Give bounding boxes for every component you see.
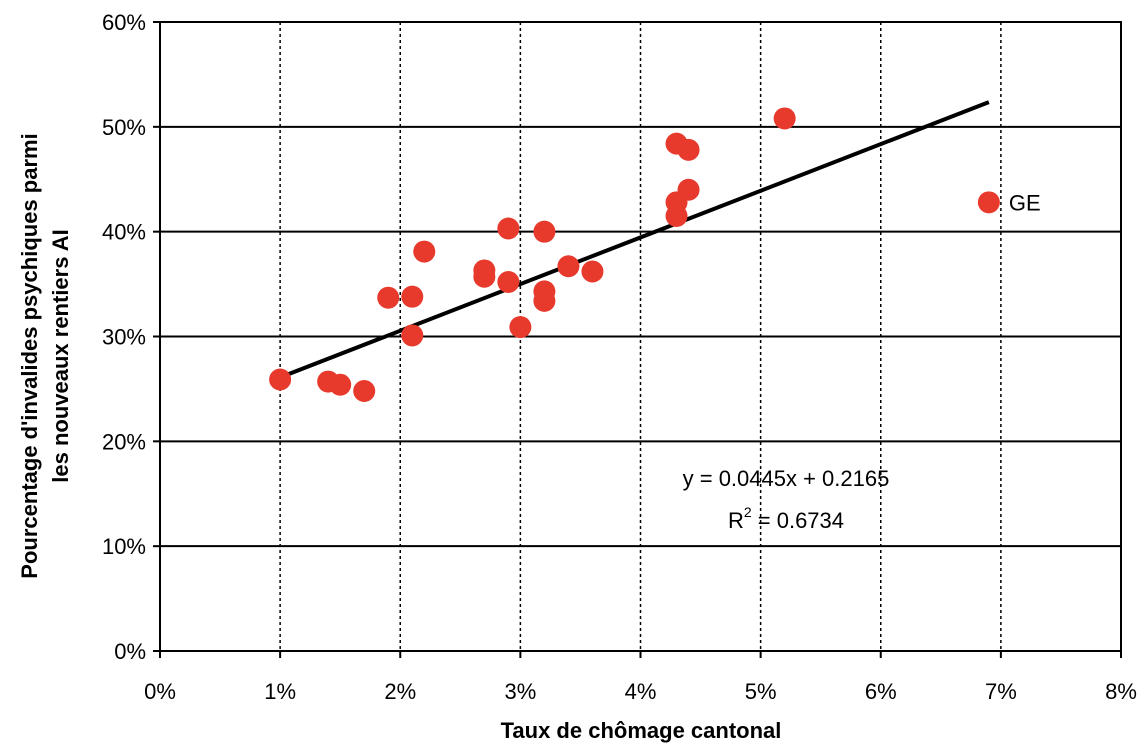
data-point (473, 265, 496, 288)
x-tick-label: 1% (264, 679, 296, 704)
data-point (353, 380, 376, 403)
data-point (377, 286, 400, 309)
trendline-layer (279, 100, 990, 380)
x-tick-label: 8% (1105, 679, 1137, 704)
data-point (977, 191, 1000, 214)
x-tick-label: 3% (504, 679, 536, 704)
data-point (329, 373, 352, 396)
y-tick-label: 10% (102, 534, 146, 559)
x-tick-label: 5% (745, 679, 777, 704)
y-tick-label: 50% (102, 115, 146, 140)
y-tick-label: 20% (102, 429, 146, 454)
data-point (509, 316, 532, 339)
data-point (677, 178, 700, 201)
trendline-equation: y = 0.0445x + 0.2165 (683, 466, 890, 491)
x-tick-labels: 0% 1% 2% 3% 4% 5% 6% 7% 8% (144, 651, 1137, 704)
r-squared-superscript: 2 (744, 504, 752, 520)
data-point (773, 107, 796, 130)
data-point (497, 270, 520, 293)
x-tick-label: 6% (865, 679, 897, 704)
trendline (279, 100, 990, 380)
points-layer: GE (269, 107, 1041, 403)
y-axis-title-line-2: les nouveaux rentiers AI (48, 229, 73, 483)
data-point (497, 217, 520, 240)
data-point (533, 220, 556, 243)
data-point (413, 240, 436, 263)
x-tick-label: 0% (144, 679, 176, 704)
y-tick-labels: 0% 10% 20% 30% 40% 50% 60% (102, 10, 160, 664)
x-tick-label: 7% (985, 679, 1017, 704)
x-axis-title: Taux de chômage cantonal (501, 718, 782, 743)
data-point (533, 289, 556, 312)
y-tick-label: 0% (114, 639, 146, 664)
y-axis-title-line-1: Pourcentage d'invalides psychiques parmi (17, 133, 42, 578)
data-point (677, 138, 700, 161)
r-squared-prefix: R (728, 508, 744, 533)
y-tick-label: 30% (102, 325, 146, 350)
data-point (581, 260, 604, 283)
r-squared-label: R2 = 0.6734 (728, 504, 844, 533)
x-tick-label: 2% (384, 679, 416, 704)
y-tick-label: 60% (102, 10, 146, 35)
data-point (401, 324, 424, 347)
data-point (557, 255, 580, 278)
grid-layer (160, 22, 1121, 651)
data-point (401, 285, 424, 308)
data-point (269, 368, 292, 391)
data-point-label: GE (1009, 190, 1041, 215)
data-point (665, 204, 688, 227)
y-tick-label: 40% (102, 220, 146, 245)
r-squared-value: = 0.6734 (752, 508, 844, 533)
x-tick-label: 4% (625, 679, 657, 704)
